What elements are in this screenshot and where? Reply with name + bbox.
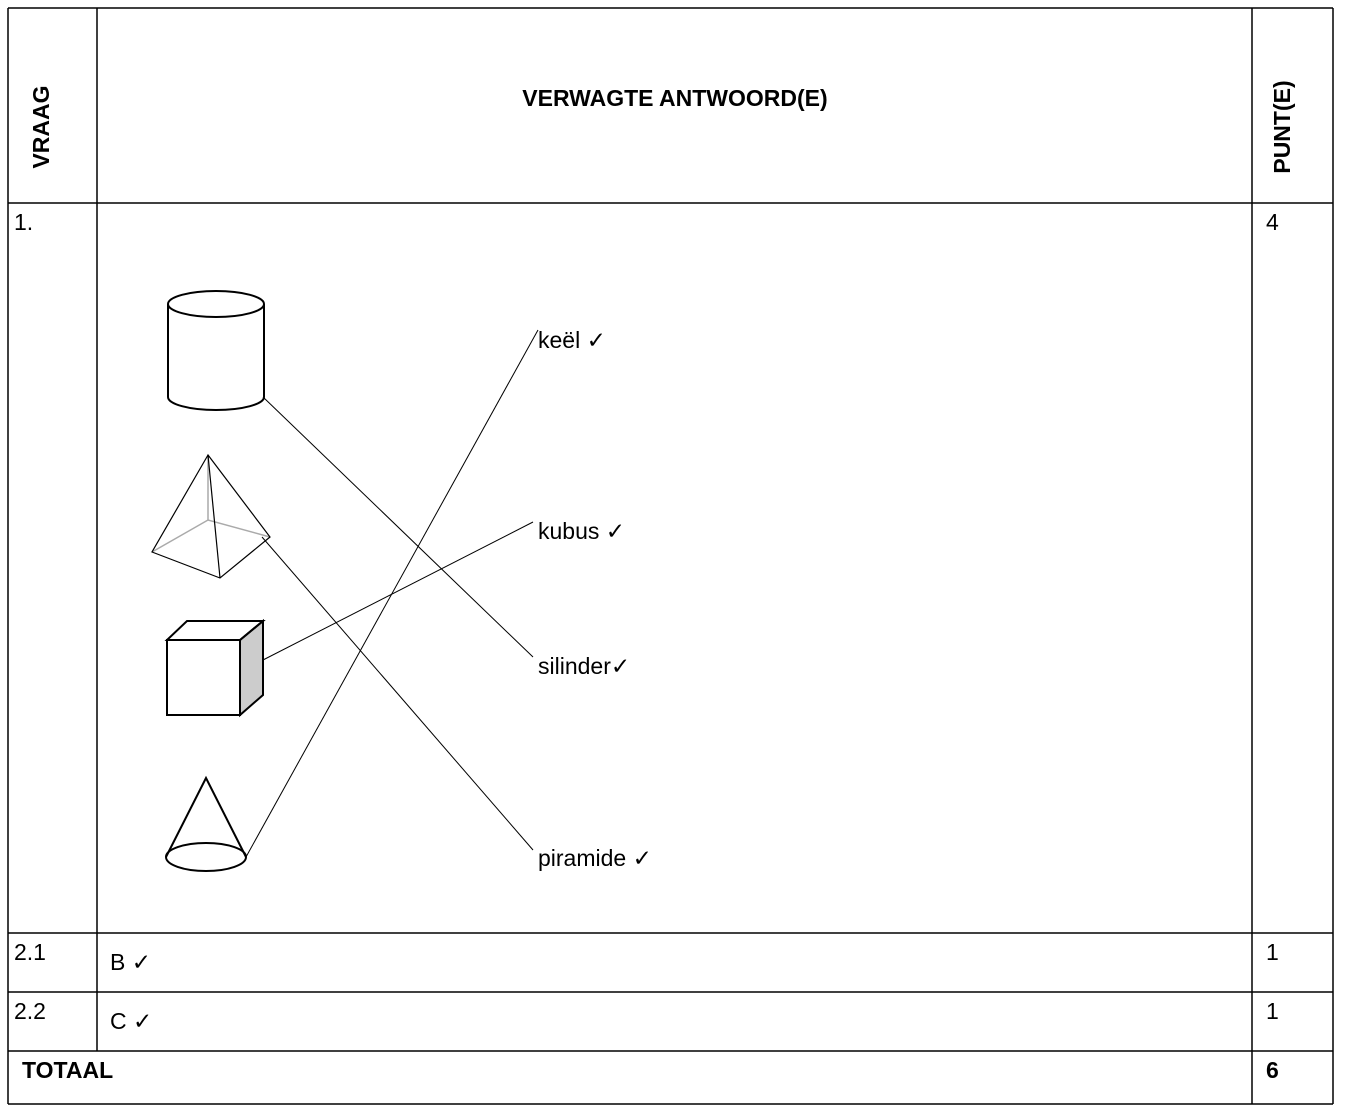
total-label: TOTAAL: [22, 1057, 113, 1083]
connector-lines: [245, 329, 539, 858]
question-number: 2.1: [14, 939, 46, 965]
shape-label: silinder✓: [538, 653, 630, 679]
shape-label: piramide ✓: [538, 845, 652, 871]
question-number: 2.2: [14, 998, 46, 1024]
cone: [165, 775, 247, 872]
header-marks: PUNT(E): [1269, 80, 1295, 173]
answer: C ✓: [110, 1008, 152, 1034]
answer: B ✓: [110, 949, 151, 975]
marks: 4: [1266, 209, 1279, 235]
shape-label: keël ✓: [538, 327, 606, 353]
header-answer: VERWAGTE ANTWOORD(E): [522, 85, 827, 111]
table-grid: [7, 7, 1334, 1105]
pyramid: [151, 453, 271, 579]
marks: 1: [1266, 998, 1279, 1024]
shape-label: kubus ✓: [538, 518, 625, 544]
marks: 1: [1266, 939, 1279, 965]
cylinder: [167, 290, 265, 411]
question-number: 1.: [14, 209, 33, 235]
total-marks: 6: [1266, 1057, 1279, 1083]
header-question: VRAAG: [28, 85, 54, 168]
cube: [164, 618, 266, 718]
